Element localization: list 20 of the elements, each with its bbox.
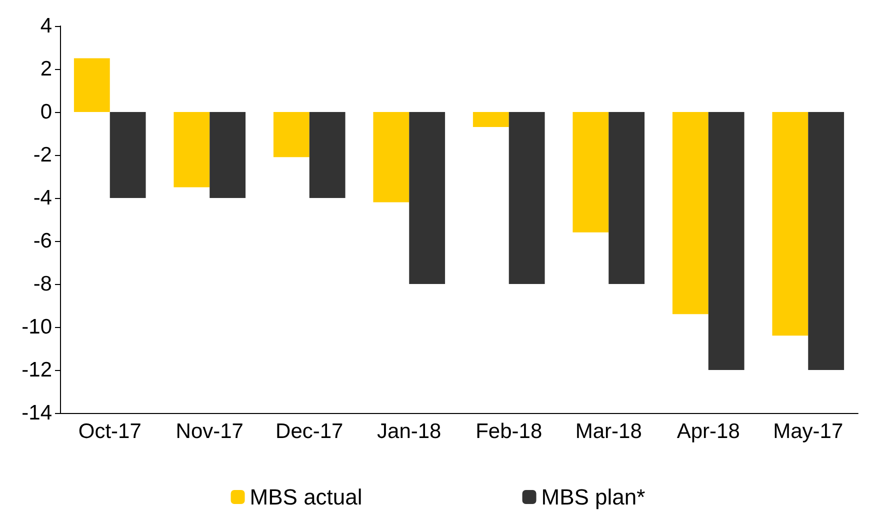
y-tick-label: -8 bbox=[33, 272, 52, 296]
y-tick-label: 2 bbox=[40, 58, 52, 80]
x-tick-label: May-17 bbox=[773, 420, 844, 443]
legend-label: MBS plan* bbox=[541, 484, 646, 510]
y-tick-label: -12 bbox=[22, 358, 52, 382]
y-tick-label: -6 bbox=[33, 230, 52, 252]
x-tick-label: Oct-17 bbox=[78, 420, 142, 443]
x-tick-label: Feb-18 bbox=[476, 420, 542, 443]
y-tick-label: -14 bbox=[22, 402, 52, 424]
x-tick-label: Apr-18 bbox=[676, 420, 740, 443]
y-tick-label: 0 bbox=[40, 100, 52, 124]
x-tick-label: Dec-17 bbox=[276, 420, 344, 443]
x-tick-label: Jan-18 bbox=[377, 420, 442, 443]
y-tick-label: -2 bbox=[33, 144, 52, 166]
y-tick-label: -4 bbox=[33, 186, 52, 210]
y-tick-label: -10 bbox=[22, 316, 52, 338]
x-tick-label: Mar-18 bbox=[575, 420, 642, 443]
legend-label: MBS actual bbox=[250, 484, 362, 510]
x-tick-label: Nov-17 bbox=[176, 420, 244, 443]
y-tick-label: 4 bbox=[40, 14, 52, 38]
